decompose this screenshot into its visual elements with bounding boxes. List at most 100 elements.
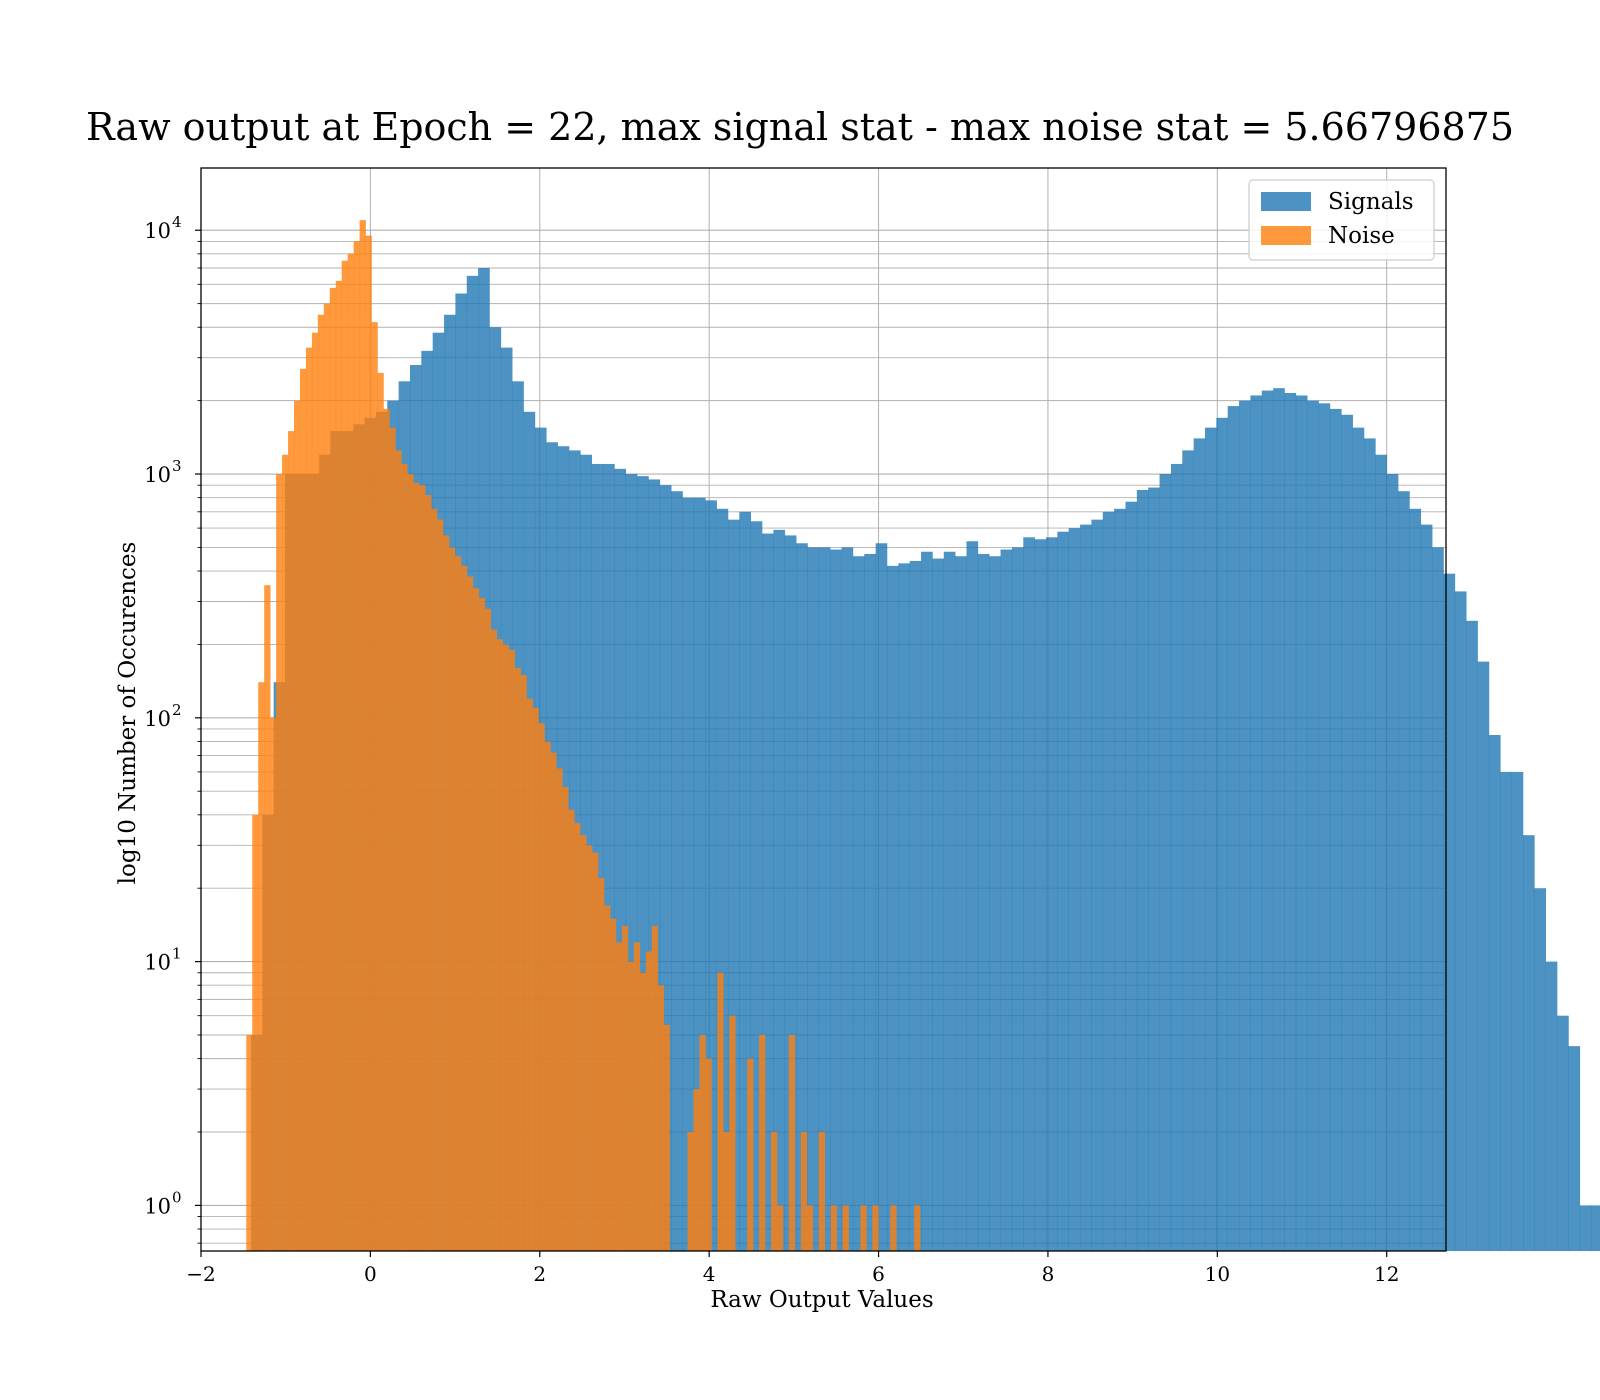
bar-signals (1341, 414, 1353, 1252)
bar-noise (860, 1205, 867, 1251)
bar-noise (472, 588, 480, 1251)
bar-noise (806, 1205, 814, 1251)
bar-noise (264, 585, 271, 1251)
bar-noise (490, 629, 498, 1251)
bar-signals (716, 508, 729, 1251)
x-tick-label: 0 (364, 1262, 377, 1286)
bar-signals (1375, 454, 1388, 1251)
bar-signals (1545, 961, 1558, 1251)
bar-signals (1284, 392, 1297, 1251)
bar-noise (538, 723, 545, 1251)
bar-signals (1091, 519, 1104, 1251)
legend-swatch-noise (1261, 226, 1311, 245)
bar-signals (1136, 489, 1149, 1251)
bar-noise (460, 565, 468, 1251)
x-tick-label: 2 (533, 1262, 546, 1286)
series-noise (246, 220, 921, 1252)
bar-signals (739, 511, 751, 1252)
bar-noise (437, 519, 444, 1251)
bar-noise (425, 495, 432, 1251)
bar-noise (771, 1132, 778, 1251)
bar-noise (419, 485, 426, 1251)
bar-noise (449, 547, 456, 1251)
bar-noise (532, 707, 539, 1251)
bar-noise (288, 431, 295, 1252)
bar-signals (1227, 406, 1240, 1251)
bar-signals (989, 556, 1001, 1251)
bar-noise (604, 905, 611, 1251)
bar-noise (305, 347, 313, 1252)
bar-signals (1329, 408, 1342, 1251)
x-tick-label: 8 (1042, 1262, 1055, 1286)
bar-signals (966, 541, 979, 1251)
legend-label-signals: Signals (1328, 189, 1414, 215)
bar-signals (932, 558, 945, 1251)
bar-noise (657, 985, 664, 1251)
bar-signals (1352, 427, 1365, 1251)
bar-noise (299, 368, 307, 1251)
bar-noise (717, 972, 724, 1251)
bar-signals (1159, 474, 1172, 1252)
bar-signals (1000, 549, 1013, 1251)
bar-noise (401, 463, 408, 1251)
bar-signals (727, 519, 740, 1251)
bar-signals (773, 529, 786, 1251)
bar-signals (1443, 573, 1456, 1251)
bar-noise (478, 598, 486, 1251)
bar-signals (955, 556, 967, 1251)
bar-noise (311, 332, 319, 1252)
bar-noise (842, 1205, 849, 1251)
bar-signals (1557, 1015, 1569, 1251)
bar-signals (1170, 463, 1183, 1251)
bar-signals (864, 553, 876, 1251)
bar-noise (747, 1058, 754, 1251)
bar-noise (699, 1034, 706, 1251)
bar-signals (807, 547, 820, 1251)
y-tick-exponent: 0 (172, 1188, 182, 1206)
bar-noise (389, 427, 396, 1251)
bar-signals (898, 563, 911, 1251)
bar-signals (1193, 438, 1206, 1251)
bar-signals (1386, 474, 1399, 1252)
x-tick-label: 12 (1374, 1262, 1399, 1286)
bar-noise (508, 649, 515, 1251)
bar-signals (830, 549, 842, 1251)
bar-noise (818, 1132, 825, 1251)
bar-noise (329, 287, 337, 1251)
bar-noise (759, 1034, 766, 1251)
bar-noise (520, 674, 527, 1251)
bar-noise (496, 639, 503, 1251)
bar-noise (615, 942, 623, 1251)
bar-noise (633, 942, 641, 1251)
bar-signals (1114, 508, 1126, 1251)
bar-signals (1273, 388, 1285, 1251)
bar-signals (648, 479, 661, 1251)
bar-signals (1432, 547, 1444, 1251)
bar-signals (625, 474, 638, 1252)
bar-signals (1477, 661, 1490, 1251)
bar-noise (294, 400, 301, 1252)
bar-signals (1523, 835, 1535, 1251)
bar-signals (1488, 735, 1501, 1251)
bar-noise (776, 1205, 784, 1251)
bar-signals (1261, 390, 1274, 1251)
bar-noise (645, 951, 653, 1251)
bar-noise (526, 698, 533, 1251)
bar-noise (252, 814, 259, 1251)
plot-area-frame (200, 167, 1447, 1252)
bar-noise (365, 235, 372, 1252)
bar-signals (614, 468, 627, 1251)
bar-signals (1011, 547, 1024, 1251)
bar-signals (1579, 1205, 1592, 1251)
bar-signals (1363, 438, 1376, 1251)
bar-noise (639, 972, 647, 1251)
bar-noise (371, 322, 378, 1251)
y-tick-label: 10 (144, 463, 171, 487)
legend: Signals Noise (1248, 179, 1435, 261)
bar-noise (729, 1015, 736, 1251)
bar-noise (586, 845, 593, 1251)
bar-signals (659, 485, 672, 1251)
bar-noise (663, 1024, 670, 1251)
legend-swatch-signals (1261, 192, 1311, 211)
